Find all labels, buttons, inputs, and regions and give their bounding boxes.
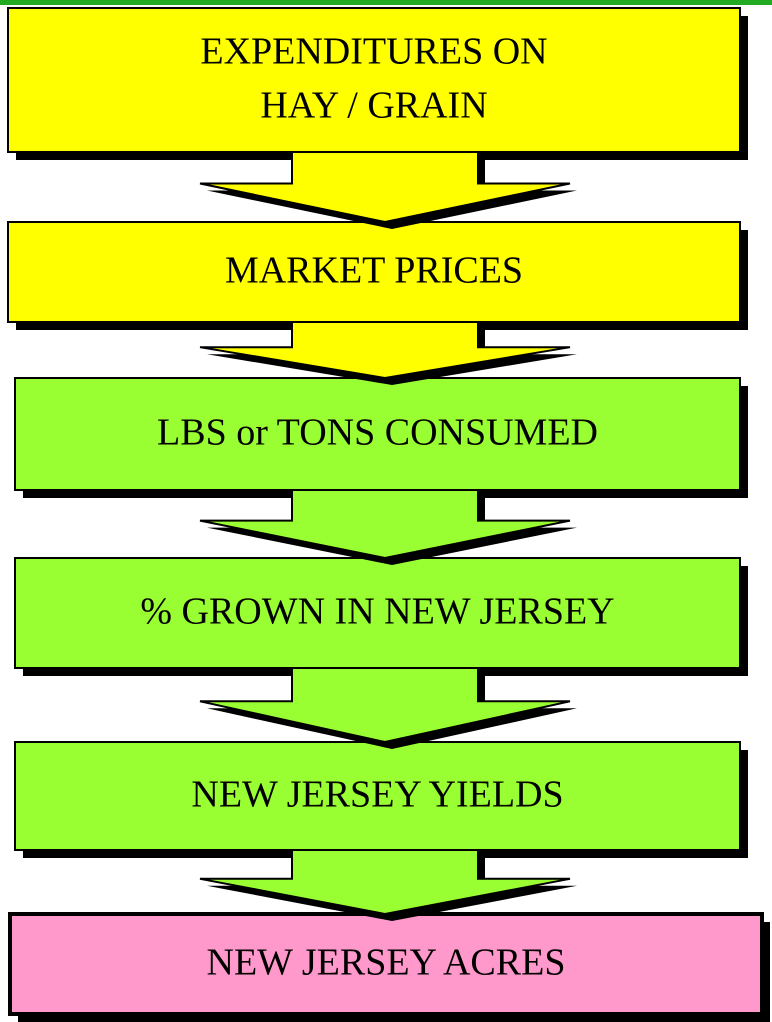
box [7,7,741,153]
arrow [199,849,571,916]
box-label: EXPENDITURES ON [200,31,547,73]
box-label: LBS or TONS CONSUMED [157,412,598,454]
box-label: HAY / GRAIN [260,85,487,127]
arrow [199,489,571,560]
arrow [199,151,571,224]
arrow [199,667,571,744]
box [14,741,741,851]
box-label: NEW JERSEY ACRES [207,942,566,984]
box [8,912,764,1016]
box-label: MARKET PRICES [225,250,523,292]
box-label: NEW JERSEY YIELDS [191,774,563,816]
box-label: % GROWN IN NEW JERSEY [140,591,614,633]
arrow [199,321,571,380]
top-strip [0,0,772,5]
